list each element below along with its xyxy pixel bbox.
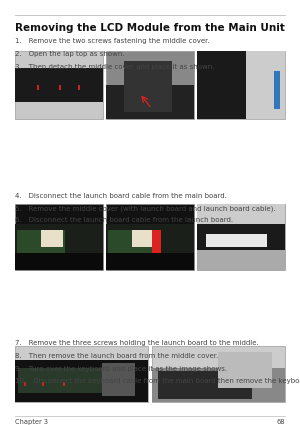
Text: 6. Disconnect the launch board cable from the launch board.: 6. Disconnect the launch board cable fro… [15,217,233,223]
Bar [197,51,246,119]
Bar [15,360,148,402]
Bar [133,230,152,247]
Bar [246,51,285,119]
Bar [15,51,103,119]
Bar [106,85,194,119]
Text: 8. Then remove the launch board from the middle cover.: 8. Then remove the launch board from the… [15,353,218,359]
Bar [41,230,63,247]
Bar [197,224,285,250]
Text: 9. Turn over the keyboard and place it as the image shows.: 9. Turn over the keyboard and place it a… [15,366,227,371]
Bar [63,382,65,386]
Text: 1. Remove the two screws fastening the middle cover.: 1. Remove the two screws fastening the m… [15,38,210,44]
Text: 3. Then detach the middle cover and place it as shown.: 3. Then detach the middle cover and plac… [15,64,214,70]
Bar [108,230,156,260]
Bar [42,382,44,386]
Bar [152,368,285,402]
Text: 7. Remove the three screws holding the launch board to the middle.: 7. Remove the three screws holding the l… [15,340,259,346]
Bar [206,234,268,247]
Bar [15,224,103,270]
Bar [106,224,194,270]
Bar [106,204,194,270]
Bar [197,204,285,224]
Bar [59,85,61,91]
Bar [16,230,65,260]
Bar [106,51,194,119]
Text: 68: 68 [277,419,285,425]
Bar [37,85,39,91]
Text: 4. Disconnect the launch board cable from the main board.: 4. Disconnect the launch board cable fro… [15,193,227,199]
Bar [18,368,105,394]
Bar [15,204,103,270]
Text: Removing the LCD Module from the Main Unit: Removing the LCD Module from the Main Un… [15,23,285,34]
Bar [158,371,252,399]
Bar [78,85,80,91]
Bar [152,230,161,253]
Text: Chapter 3: Chapter 3 [15,419,48,425]
Bar [106,253,194,270]
Bar [197,51,285,119]
Bar [24,382,26,386]
Text: 10. Disconnect the keyboard cable from the main board then remove the keyboard.: 10. Disconnect the keyboard cable from t… [15,378,300,384]
Bar [102,363,135,396]
Bar [152,346,285,402]
Bar [274,71,280,109]
Bar [15,68,103,102]
Bar [124,61,172,112]
Bar [15,253,103,270]
Text: 5. Remove the middle cover (with launch board and launch board cable).: 5. Remove the middle cover (with launch … [15,205,276,212]
Text: 2. Open the lap top as shown.: 2. Open the lap top as shown. [15,51,124,57]
Bar [197,204,285,270]
Bar [15,346,148,402]
Bar [218,352,272,388]
